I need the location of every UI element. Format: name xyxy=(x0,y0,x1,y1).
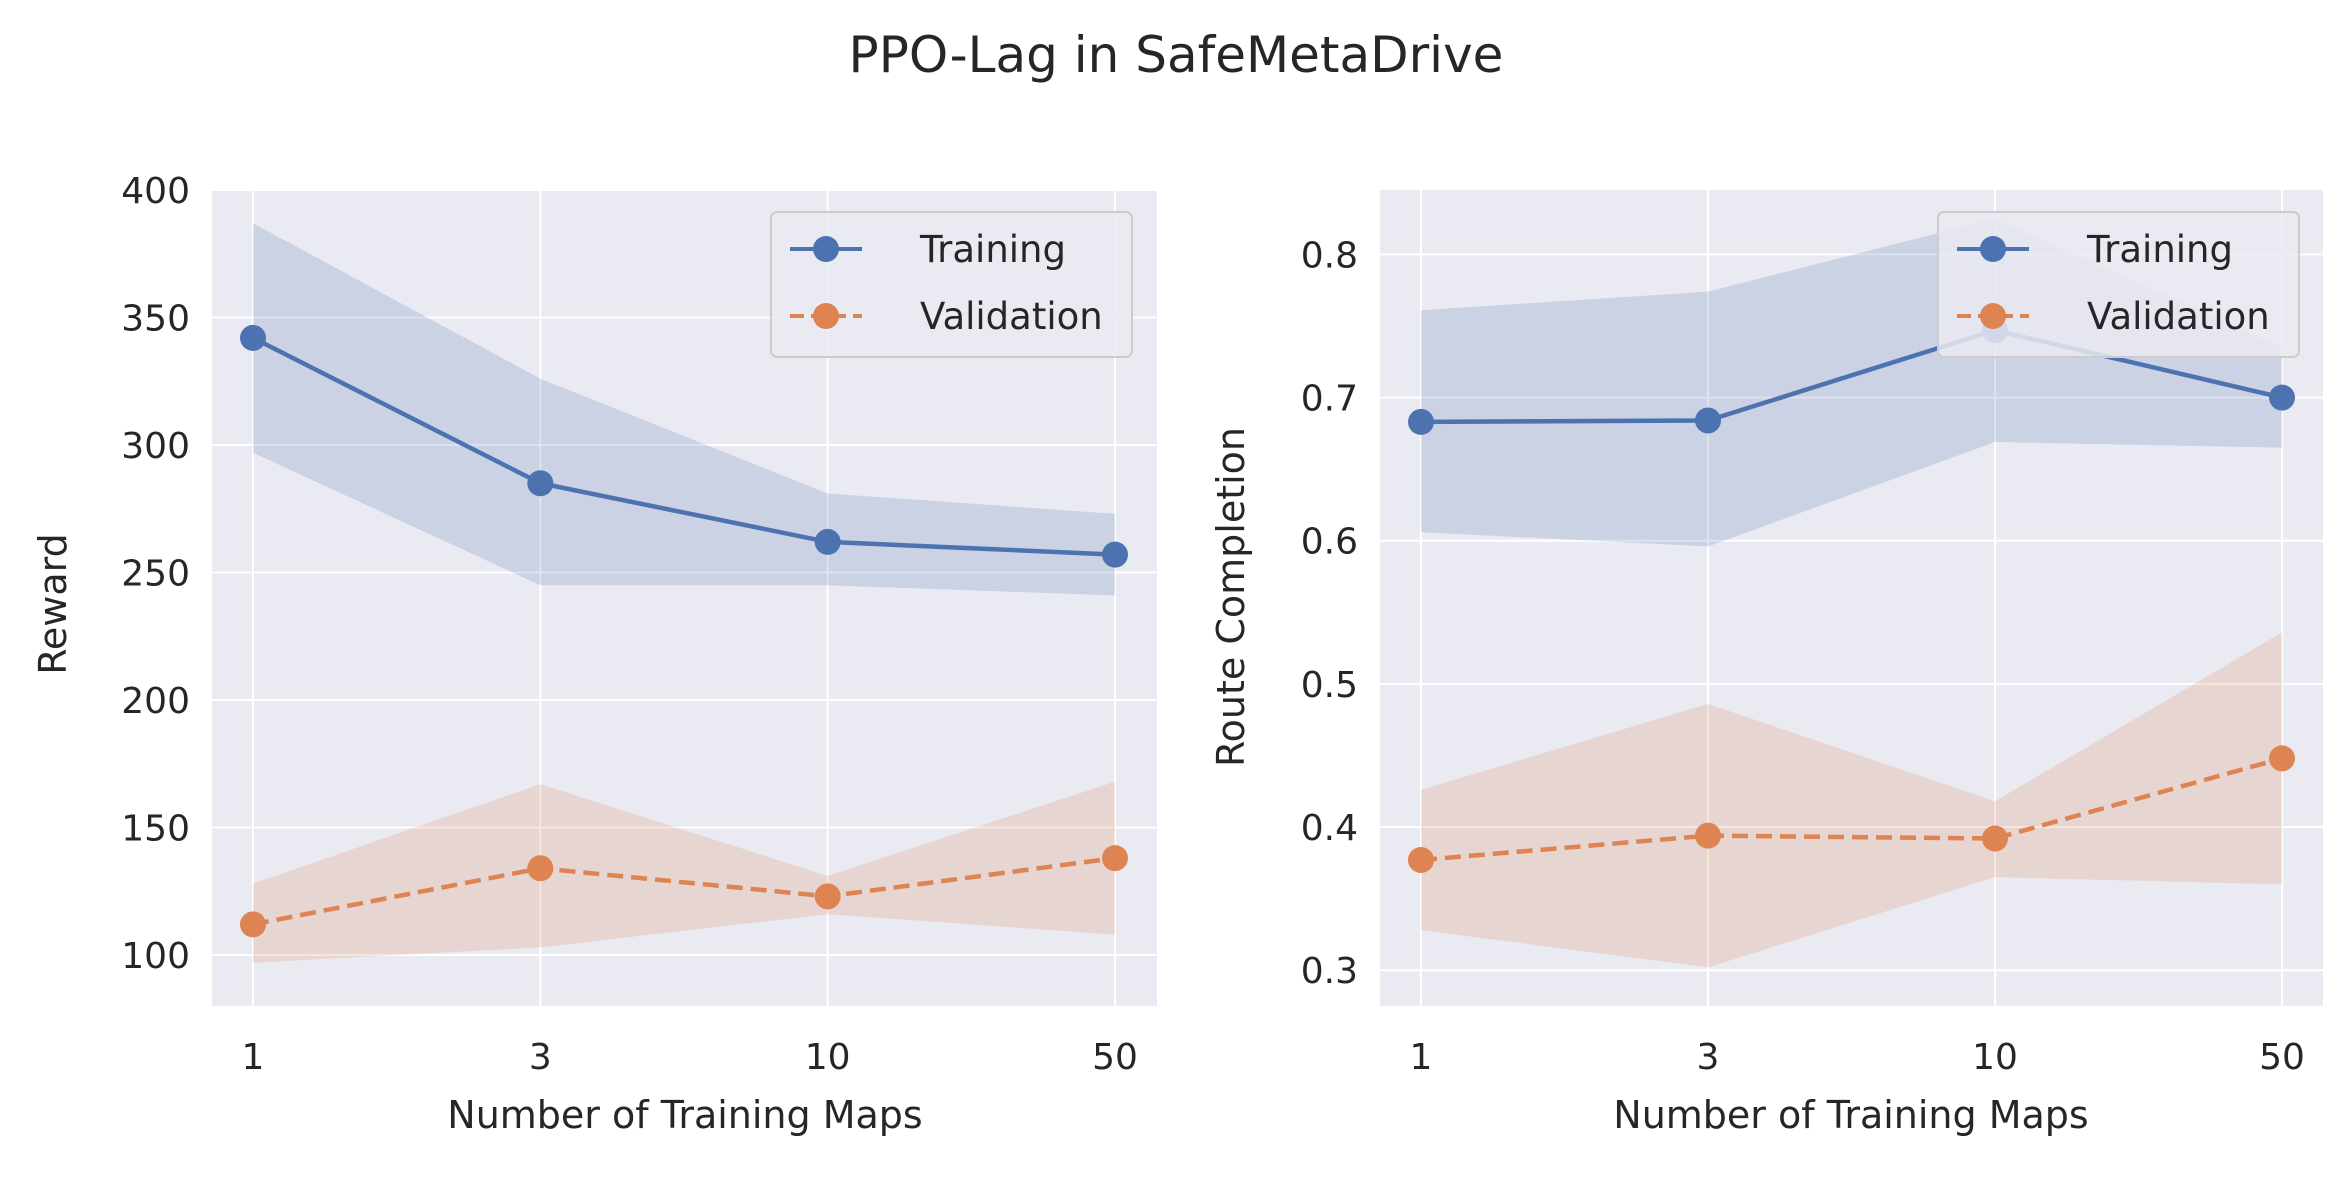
reward-x-tick-label: 3 xyxy=(529,1037,552,1078)
reward-x-tick-label: 50 xyxy=(1092,1037,1138,1078)
route-completion-x-tick-label: 50 xyxy=(2259,1037,2305,1078)
route-completion-training-point xyxy=(1695,407,1721,434)
route-completion-y-tick-label: 0.5 xyxy=(1301,665,1358,706)
reward-x-tick-label: 10 xyxy=(805,1037,851,1078)
route-completion-y-tick-label: 0.4 xyxy=(1301,808,1358,849)
route-completion-x-tick-label: 3 xyxy=(1697,1037,1720,1078)
route-completion-training-point xyxy=(1408,408,1434,435)
reward-validation-point xyxy=(1102,845,1128,872)
reward-validation-point xyxy=(814,883,841,910)
reward-y-tick-labels: 100 150 200 250 300 350 400 xyxy=(121,171,190,977)
reward-training-band xyxy=(253,223,1115,596)
route-completion-legend: Training Validation xyxy=(1937,211,2300,358)
route-completion-lines xyxy=(1420,328,2283,863)
route-completion-y-tick-label: 0.6 xyxy=(1301,522,1358,563)
reward-training-point xyxy=(1102,541,1128,568)
reward-training-line xyxy=(251,335,1116,557)
route-completion-x-tick-labels: 1 3 10 50 xyxy=(1410,1037,2305,1078)
route-completion-chart: 0.3 0.4 0.5 0.6 0.7 0.8 1 3 10 50 Number of Trai… xyxy=(1209,190,2323,1137)
reward-legend-training-label: Training xyxy=(919,228,1066,271)
route-completion-y-tick-labels: 0.3 0.4 0.5 0.6 0.7 0.8 xyxy=(1301,235,1358,992)
reward-training-point xyxy=(814,528,841,555)
reward-y-tick-label: 400 xyxy=(121,171,190,212)
reward-x-axis-label: Number of Training Maps xyxy=(447,1093,922,1137)
reward-legend-training-marker xyxy=(813,236,839,262)
reward-training-point xyxy=(240,324,266,351)
reward-legend-validation-marker xyxy=(813,303,839,329)
route-completion-validation-point xyxy=(1982,825,2008,852)
reward-validation-line xyxy=(252,855,1116,927)
route-completion-legend-validation-label: Validation xyxy=(2087,295,2270,338)
route-completion-x-axis-label: Number of Training Maps xyxy=(1613,1093,2088,1137)
reward-y-axis-label: Reward xyxy=(31,533,75,675)
route-completion-x-tick-label: 10 xyxy=(1972,1037,2018,1078)
route-completion-validation-point xyxy=(2269,745,2295,772)
route-completion-y-tick-label: 0.3 xyxy=(1301,951,1358,992)
route-completion-legend-training-label: Training xyxy=(2086,228,2233,271)
reward-y-tick-label: 350 xyxy=(121,299,190,340)
reward-validation-point xyxy=(527,855,554,882)
route-completion-y-axis-label: Route Completion xyxy=(1209,427,1253,767)
reward-training-point xyxy=(527,470,554,497)
route-completion-validation-line xyxy=(1420,756,2283,863)
reward-lines xyxy=(251,335,1116,927)
reward-y-tick-label: 150 xyxy=(121,809,190,850)
reward-y-tick-label: 300 xyxy=(121,426,190,467)
reward-points xyxy=(240,324,1128,938)
reward-x-tick-labels: 1 3 10 50 xyxy=(242,1037,1138,1078)
route-completion-training-point xyxy=(2269,384,2295,411)
reward-chart: 100 150 200 250 300 350 400 1 3 10 50 Number of T… xyxy=(31,171,1157,1137)
route-completion-validation-point xyxy=(1408,846,1434,873)
route-completion-y-tick-label: 0.7 xyxy=(1301,379,1358,420)
reward-y-tick-label: 250 xyxy=(121,554,190,595)
route-completion-training-line xyxy=(1420,328,2283,425)
reward-y-tick-label: 100 xyxy=(121,936,190,977)
reward-grid xyxy=(212,189,1157,1006)
reward-legend: Training Validation xyxy=(770,211,1133,358)
reward-x-tick-label: 1 xyxy=(242,1037,265,1078)
figure-title: PPO-Lag in SafeMetaDrive xyxy=(849,26,1504,84)
route-completion-validation-point xyxy=(1695,822,1721,849)
route-completion-x-tick-label: 1 xyxy=(1410,1037,1433,1078)
reward-legend-validation-label: Validation xyxy=(920,295,1103,338)
reward-y-tick-label: 200 xyxy=(121,681,190,722)
route-completion-y-tick-label: 0.8 xyxy=(1301,235,1358,276)
route-completion-validation-band xyxy=(1421,632,2282,968)
route-completion-legend-training-marker xyxy=(1980,236,2006,262)
reward-bands xyxy=(253,223,1115,963)
route-completion-legend-validation-marker xyxy=(1980,303,2006,329)
reward-validation-point xyxy=(240,911,266,938)
reward-validation-band xyxy=(253,781,1115,963)
